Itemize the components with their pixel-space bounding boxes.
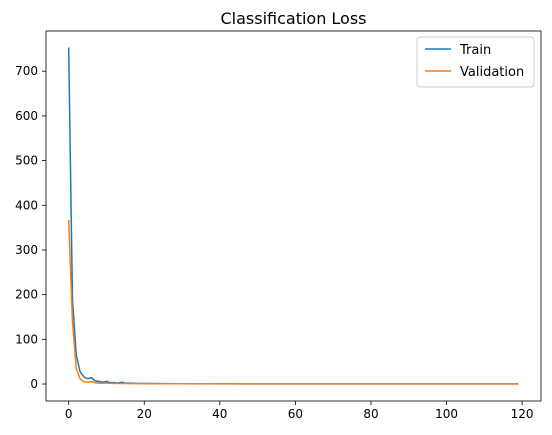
x-tick-label: 80	[363, 407, 378, 421]
x-tick-label: 40	[212, 407, 227, 421]
legend-label-train: Train	[459, 43, 491, 58]
legend: Train Validation	[416, 36, 535, 88]
y-tick-label: 200	[15, 288, 38, 302]
axes: 0 20 40 60 80 100 120 0 100 200 300 400 500 600 700	[15, 30, 542, 421]
series-line-validation	[67, 219, 519, 385]
plot-area	[67, 47, 519, 385]
y-tick-label: 400	[15, 198, 38, 212]
x-tick-label: 100	[435, 407, 458, 421]
y-tick-label: 500	[15, 154, 38, 168]
y-tick-label: 0	[30, 377, 38, 391]
x-tick-label: 20	[137, 407, 152, 421]
x-tick-label: 60	[288, 407, 303, 421]
series-line-train	[67, 47, 519, 385]
x-tick-label: 120	[511, 407, 534, 421]
axes-frame	[45, 30, 542, 402]
legend-label-validation: Validation	[460, 65, 524, 80]
x-tick-label: 0	[65, 407, 73, 421]
y-tick-label: 100	[15, 332, 38, 346]
y-tick-label: 600	[15, 109, 38, 123]
y-tick-label: 700	[15, 64, 38, 78]
y-tick-label: 300	[15, 243, 38, 257]
chart-title: Classification Loss	[220, 9, 366, 28]
